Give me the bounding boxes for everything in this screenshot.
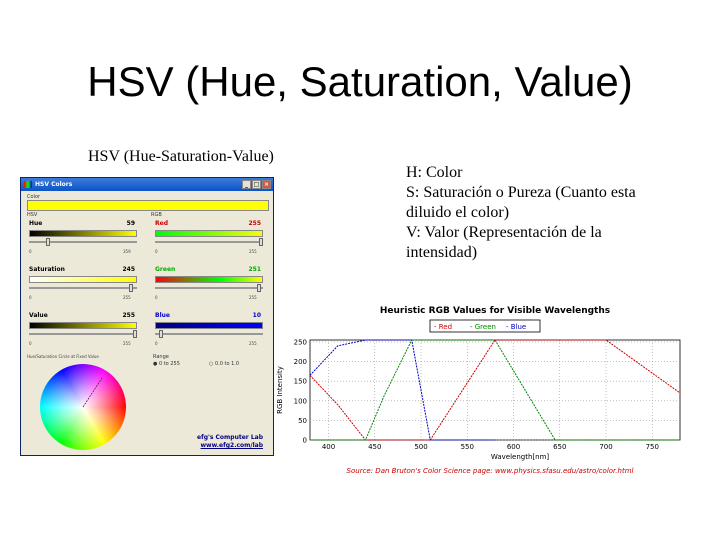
green-max: 255 — [249, 295, 257, 300]
green-gradient-bar — [155, 276, 263, 283]
hue-slider[interactable] — [29, 238, 137, 246]
color-swatch — [27, 200, 269, 211]
lab-name: efg's Computer Lab — [197, 434, 263, 441]
blue-max: 255 — [249, 341, 257, 346]
red-gradient-bar — [155, 230, 263, 237]
wheel-pointer-icon — [82, 377, 103, 408]
description-block: H: Color S: Saturación o Pureza (Cuanto … — [406, 163, 706, 263]
legend-entry-green: - Green — [470, 323, 496, 331]
value-min: 0 — [29, 341, 32, 346]
range-option-0-1-label: 0.0 to 1.0 — [214, 361, 240, 367]
saturation-slider[interactable] — [29, 284, 137, 292]
legend-entry-red: - Red — [434, 323, 452, 331]
x-tick-label: 450 — [368, 443, 381, 451]
x-tick-label: 700 — [599, 443, 612, 451]
window-titlebar[interactable]: HSV Colors _ □ × — [21, 178, 273, 191]
value-slider-thumb[interactable] — [133, 330, 137, 338]
x-tick-label: 650 — [553, 443, 566, 451]
saturation-min: 0 — [29, 295, 32, 300]
chart-source-note: Source: Dan Bruton's Color Science page:… — [347, 467, 634, 475]
y-tick-label: 0 — [303, 437, 307, 445]
blue-value: 10 — [252, 312, 261, 319]
x-tick-label: 750 — [646, 443, 659, 451]
saturation-gradient-bar — [29, 276, 137, 283]
x-tick-label: 400 — [322, 443, 335, 451]
plot-area — [309, 339, 681, 441]
value-slider[interactable] — [29, 330, 137, 338]
red-slider[interactable] — [155, 238, 263, 246]
description-line: intensidad) — [406, 244, 478, 261]
value-max: 255 — [123, 341, 131, 346]
slide-title: HSV (Hue, Saturation, Value) — [87, 58, 633, 105]
range-option-0-255-label: 0 to 255 — [158, 361, 180, 367]
range-option-0-1[interactable]: ○ 0.0 to 1.0 — [209, 361, 240, 367]
y-tick-label: 100 — [294, 397, 307, 405]
y-axis-label: RGB Intensity — [276, 366, 284, 414]
rgb-group-label: RGB — [151, 212, 162, 218]
hsv-group-label: HSV — [27, 212, 38, 218]
app-icon — [24, 181, 32, 188]
close-button[interactable]: × — [262, 180, 271, 189]
description-line: H: Color — [406, 164, 463, 181]
blue-slider-thumb[interactable] — [159, 330, 164, 338]
blue-min: 0 — [155, 341, 158, 346]
range-option-0-255[interactable]: ● 0 to 255 — [153, 361, 180, 367]
green-value: 251 — [248, 266, 261, 273]
value-gradient-bar — [29, 322, 137, 329]
legend-entry-blue: - Blue — [506, 323, 526, 331]
green-slider-thumb[interactable] — [257, 284, 262, 292]
green-min: 0 — [155, 295, 158, 300]
red-slider-thumb[interactable] — [259, 238, 263, 246]
slide-subtitle: HSV (Hue-Saturation-Value) — [88, 148, 274, 165]
hue-value: 59 — [126, 220, 135, 227]
range-label: Range — [153, 354, 169, 360]
blue-slider[interactable] — [155, 330, 263, 338]
x-tick-label: 550 — [461, 443, 474, 451]
minimize-button[interactable]: _ — [242, 180, 251, 189]
chart-title: Heuristic RGB Values for Visible Wavelen… — [380, 306, 610, 316]
blue-label: Blue — [155, 312, 170, 319]
x-tick-label: 500 — [414, 443, 427, 451]
red-max: 255 — [249, 249, 257, 254]
red-value: 255 — [248, 220, 261, 227]
saturation-max: 255 — [123, 295, 131, 300]
maximize-button[interactable]: □ — [252, 180, 261, 189]
saturation-slider-thumb[interactable] — [128, 284, 133, 292]
blue-gradient-bar — [155, 322, 263, 329]
red-min: 0 — [155, 249, 158, 254]
x-tick-label: 600 — [507, 443, 520, 451]
hue-gradient-bar — [29, 230, 137, 237]
description-line: diluido el color) — [406, 204, 510, 221]
y-tick-label: 250 — [294, 338, 307, 346]
y-tick-label: 50 — [298, 417, 307, 425]
hue-min: 0 — [29, 249, 32, 254]
description-line: V: Valor (Representación de la — [406, 224, 602, 241]
hue-max: 359 — [123, 249, 131, 254]
hue-slider-thumb[interactable] — [45, 238, 50, 246]
green-label: Green — [155, 266, 176, 273]
rgb-wavelength-chart: Heuristic RGB Values for Visible Wavelen… — [276, 306, 681, 475]
y-tick-label: 200 — [294, 358, 307, 366]
green-slider[interactable] — [155, 284, 263, 292]
y-tick-label: 150 — [294, 378, 307, 386]
series-line-green — [310, 339, 680, 441]
x-axis-label: Wavelength[nm] — [491, 453, 550, 461]
wheel-label: Hue/Saturation Circle at Fixed Value — [27, 354, 99, 359]
chart-legend-box — [429, 319, 541, 333]
red-label: Red — [155, 220, 168, 227]
value-label: Value — [29, 312, 48, 319]
saturation-value: 245 — [122, 266, 135, 273]
window-title: HSV Colors — [35, 181, 73, 188]
hue-saturation-wheel[interactable] — [40, 364, 126, 450]
value-value: 255 — [122, 312, 135, 319]
series-line-blue — [309, 339, 495, 441]
hue-label: Hue — [29, 220, 43, 227]
lab-link[interactable]: www.efg2.com/lab — [200, 442, 263, 449]
description-line: S: Saturación o Pureza (Cuanto esta — [406, 184, 636, 201]
saturation-label: Saturation — [29, 266, 65, 273]
color-label: Color — [27, 194, 41, 200]
series-line-red — [309, 339, 681, 441]
